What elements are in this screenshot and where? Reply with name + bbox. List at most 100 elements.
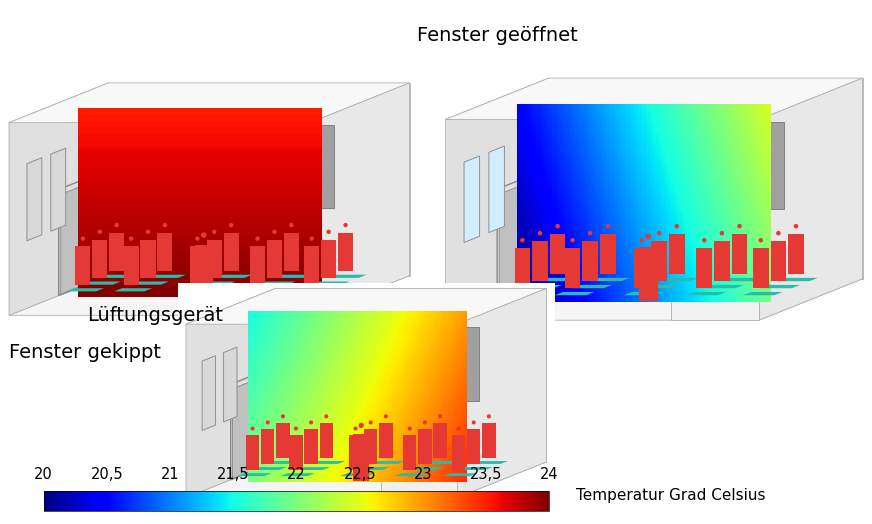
Polygon shape [167, 221, 170, 224]
Polygon shape [278, 421, 282, 424]
Polygon shape [353, 432, 357, 435]
Polygon shape [183, 211, 186, 214]
Polygon shape [687, 201, 691, 204]
Polygon shape [697, 221, 700, 225]
Polygon shape [719, 228, 723, 231]
Polygon shape [707, 191, 710, 194]
Polygon shape [726, 295, 729, 298]
Polygon shape [99, 285, 103, 288]
Polygon shape [214, 230, 217, 233]
Polygon shape [465, 458, 467, 461]
Polygon shape [248, 150, 250, 153]
Polygon shape [591, 291, 594, 295]
Polygon shape [553, 111, 555, 114]
Polygon shape [174, 159, 177, 162]
Polygon shape [348, 435, 351, 438]
Polygon shape [446, 340, 448, 343]
Polygon shape [742, 214, 746, 218]
Polygon shape [290, 188, 294, 191]
Polygon shape [540, 298, 542, 302]
Polygon shape [401, 455, 404, 458]
Polygon shape [404, 340, 406, 343]
Polygon shape [186, 153, 189, 156]
Polygon shape [268, 346, 270, 348]
Polygon shape [250, 156, 254, 159]
Polygon shape [260, 265, 263, 269]
Polygon shape [376, 314, 378, 316]
Polygon shape [555, 211, 559, 214]
Polygon shape [594, 134, 597, 138]
Polygon shape [326, 412, 329, 415]
Polygon shape [93, 285, 97, 288]
Polygon shape [353, 354, 357, 357]
Polygon shape [298, 478, 301, 482]
Polygon shape [121, 185, 124, 188]
Polygon shape [398, 348, 401, 352]
Polygon shape [465, 311, 467, 314]
Polygon shape [204, 285, 208, 288]
Polygon shape [681, 155, 685, 158]
Polygon shape [729, 181, 732, 184]
Polygon shape [675, 245, 678, 248]
Polygon shape [220, 156, 223, 159]
Polygon shape [306, 262, 310, 265]
Polygon shape [442, 409, 446, 412]
Polygon shape [351, 395, 353, 398]
Polygon shape [428, 424, 432, 427]
Polygon shape [164, 140, 167, 143]
Polygon shape [152, 159, 155, 162]
Polygon shape [423, 386, 426, 389]
Polygon shape [742, 121, 746, 124]
Polygon shape [367, 348, 371, 352]
Polygon shape [273, 331, 276, 334]
Polygon shape [371, 311, 373, 314]
Polygon shape [517, 148, 521, 151]
Polygon shape [242, 243, 244, 246]
Polygon shape [109, 130, 112, 134]
Polygon shape [559, 295, 562, 298]
Polygon shape [401, 352, 404, 354]
Polygon shape [109, 294, 112, 298]
Polygon shape [174, 249, 177, 253]
Polygon shape [306, 377, 309, 380]
Polygon shape [290, 453, 292, 455]
Polygon shape [614, 134, 617, 138]
Polygon shape [310, 169, 312, 172]
Polygon shape [112, 246, 115, 249]
Polygon shape [691, 104, 694, 107]
Polygon shape [124, 208, 127, 211]
Polygon shape [626, 141, 630, 144]
Polygon shape [423, 418, 426, 421]
Polygon shape [656, 181, 658, 184]
Polygon shape [259, 363, 262, 366]
Polygon shape [748, 231, 752, 235]
Polygon shape [232, 124, 235, 127]
Polygon shape [238, 201, 242, 204]
Polygon shape [420, 398, 423, 400]
Polygon shape [392, 352, 395, 354]
Polygon shape [334, 369, 337, 372]
Polygon shape [317, 386, 320, 389]
Polygon shape [220, 121, 223, 124]
Polygon shape [626, 258, 630, 261]
Polygon shape [691, 295, 694, 298]
Polygon shape [607, 271, 610, 275]
Polygon shape [226, 162, 229, 166]
Polygon shape [465, 346, 467, 348]
Polygon shape [298, 329, 301, 331]
Polygon shape [170, 137, 174, 140]
Polygon shape [282, 227, 284, 230]
Polygon shape [437, 409, 439, 412]
Polygon shape [312, 432, 315, 435]
Polygon shape [118, 230, 121, 233]
Polygon shape [90, 224, 93, 227]
Polygon shape [81, 147, 84, 150]
Polygon shape [174, 214, 177, 217]
Polygon shape [259, 455, 262, 458]
Polygon shape [331, 432, 334, 435]
Polygon shape [614, 171, 617, 174]
Polygon shape [339, 418, 343, 421]
Polygon shape [318, 147, 322, 150]
Polygon shape [446, 409, 448, 412]
Polygon shape [523, 218, 527, 221]
